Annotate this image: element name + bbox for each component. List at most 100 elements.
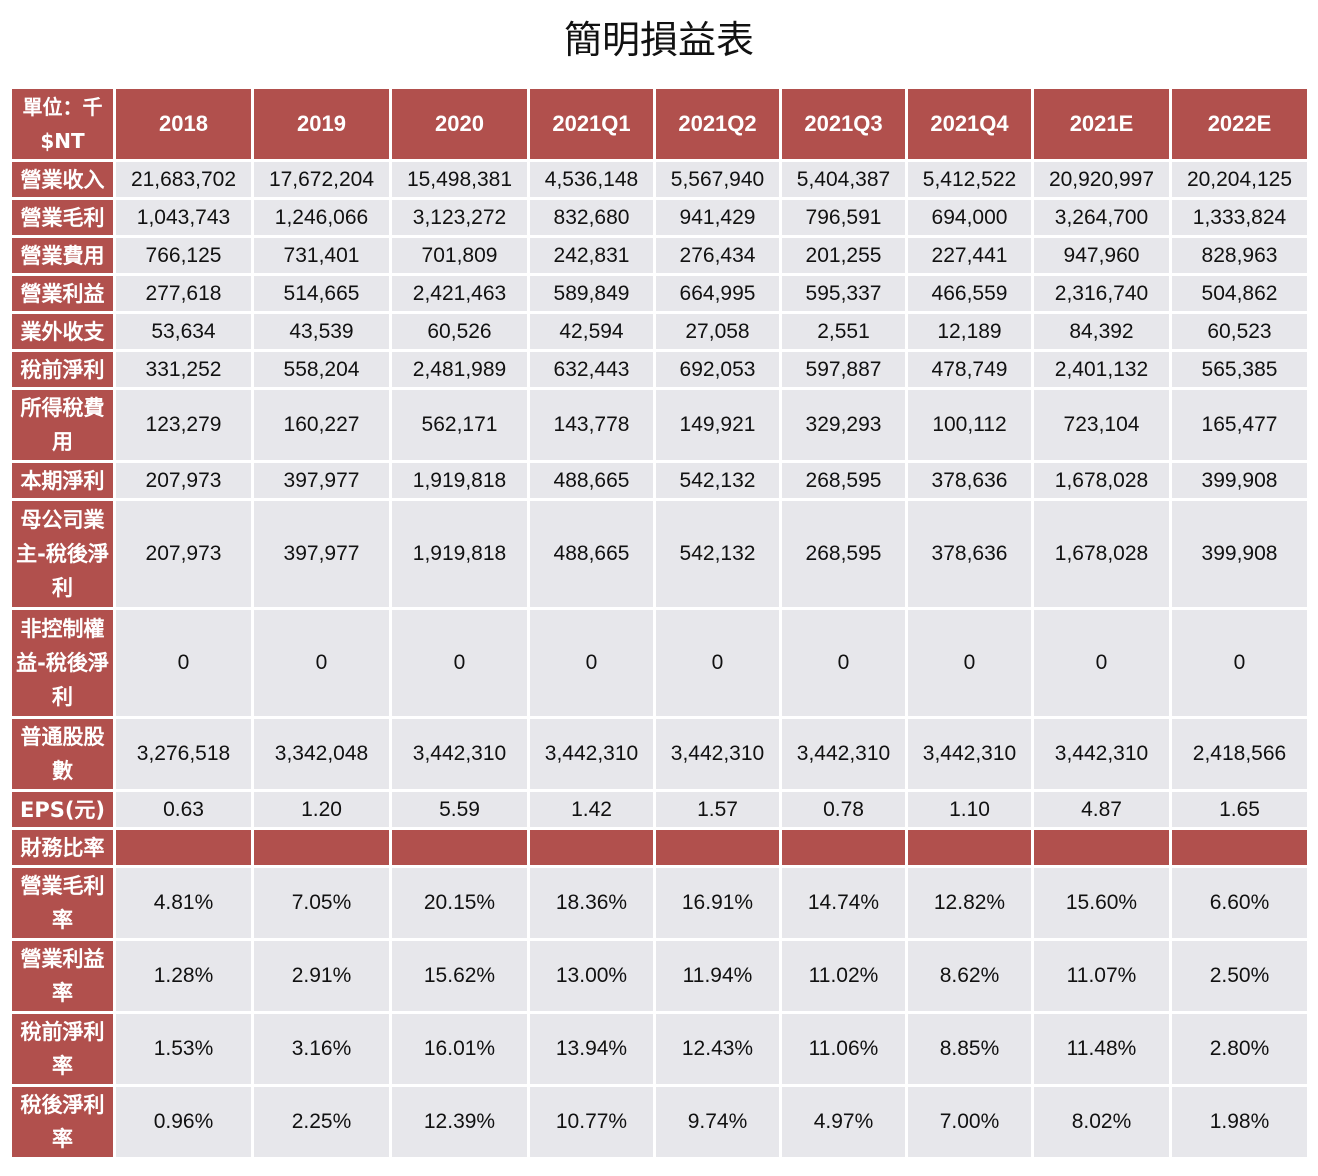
row-label: 營業毛利 [12,200,113,235]
value-cell: 0 [1172,610,1307,716]
value-cell: 2,401,132 [1034,352,1169,387]
value-cell: 2,551 [782,314,905,349]
value-cell: 2,418,566 [1172,719,1307,789]
row-label: 財務比率 [12,830,113,865]
value-cell: 597,887 [782,352,905,387]
section-row: 財務比率 [12,830,1307,865]
value-cell: 1,246,066 [254,200,389,235]
value-cell: 542,132 [656,463,779,498]
value-cell: 2,316,740 [1034,276,1169,311]
row-label: 非控制權益-稅後淨利 [12,610,113,716]
value-cell: 277,618 [116,276,251,311]
value-cell: 149,921 [656,390,779,460]
value-cell: 723,104 [1034,390,1169,460]
value-cell: 2,421,463 [392,276,527,311]
value-cell: 43,539 [254,314,389,349]
value-cell: 5,404,387 [782,162,905,197]
value-cell: 397,977 [254,463,389,498]
value-cell: 1,678,028 [1034,463,1169,498]
column-header: 2021Q1 [530,89,653,159]
section-cell [1172,830,1307,865]
value-cell: 1,043,743 [116,200,251,235]
value-cell: 4.81% [116,868,251,938]
value-cell: 2.50% [1172,941,1307,1011]
column-header: 2019 [254,89,389,159]
table-row: 所得稅費用 123,279 160,227 562,171 143,778 149,921… [12,390,1307,460]
value-cell: 11.94% [656,941,779,1011]
value-cell: 11.07% [1034,941,1169,1011]
table-row: 業外收支 53,634 43,539 60,526 42,594 27,058 2,551 1… [12,314,1307,349]
value-cell: 1.57 [656,792,779,827]
value-cell: 1,919,818 [392,463,527,498]
value-cell: 2.80% [1172,1014,1307,1084]
row-label: 稅前淨利 [12,352,113,387]
row-label: 業外收支 [12,314,113,349]
value-cell: 16.91% [656,868,779,938]
value-cell: 0 [392,610,527,716]
value-cell: 4.97% [782,1087,905,1157]
value-cell: 12.39% [392,1087,527,1157]
value-cell: 10.77% [530,1087,653,1157]
value-cell: 694,000 [908,200,1031,235]
value-cell: 2,481,989 [392,352,527,387]
section-cell [1034,830,1169,865]
table-row: 營業費用 766,125 731,401 701,809 242,831 276,434 2… [12,238,1307,273]
value-cell: 13.94% [530,1014,653,1084]
value-cell: 1.28% [116,941,251,1011]
value-cell: 3,442,310 [908,719,1031,789]
row-label: EPS(元) [12,792,113,827]
table-row: 營業毛利 1,043,743 1,246,066 3,123,272 832,680 94… [12,200,1307,235]
value-cell: 3,123,272 [392,200,527,235]
table-row: 稅前淨利 331,252 558,204 2,481,989 632,443 692,05… [12,352,1307,387]
table-row: EPS(元) 0.63 1.20 5.59 1.42 1.57 0.78 1.10 4.87 1.… [12,792,1307,827]
value-cell: 207,973 [116,463,251,498]
value-cell: 397,977 [254,501,389,607]
value-cell: 18.36% [530,868,653,938]
value-cell: 13.00% [530,941,653,1011]
value-cell: 11.06% [782,1014,905,1084]
value-cell: 268,595 [782,463,905,498]
table-body: 營業收入 21,683,702 17,672,204 15,498,381 4,536,… [12,162,1307,1157]
value-cell: 3,442,310 [1034,719,1169,789]
unit-label: 單位：千$NT [12,89,113,159]
value-cell: 11.02% [782,941,905,1011]
value-cell: 1,333,824 [1172,200,1307,235]
value-cell: 7.00% [908,1087,1031,1157]
row-label: 母公司業主-稅後淨利 [12,501,113,607]
section-cell [782,830,905,865]
value-cell: 84,392 [1034,314,1169,349]
value-cell: 701,809 [392,238,527,273]
column-header: 2022E [1172,89,1307,159]
column-header: 2021E [1034,89,1169,159]
income-statement-table: 單位：千$NT 2018 2019 2020 2021Q1 2021Q2 2021Q3 20… [9,86,1310,1160]
section-cell [908,830,1031,865]
value-cell: 60,523 [1172,314,1307,349]
value-cell: 268,595 [782,501,905,607]
value-cell: 1.53% [116,1014,251,1084]
value-cell: 399,908 [1172,501,1307,607]
value-cell: 100,112 [908,390,1031,460]
section-cell [392,830,527,865]
value-cell: 8.62% [908,941,1031,1011]
section-cell [656,830,779,865]
value-cell: 5,567,940 [656,162,779,197]
value-cell: 514,665 [254,276,389,311]
value-cell: 20,204,125 [1172,162,1307,197]
table-row: 營業利益 277,618 514,665 2,421,463 589,849 664,99… [12,276,1307,311]
value-cell: 664,995 [656,276,779,311]
value-cell: 15.60% [1034,868,1169,938]
value-cell: 3,276,518 [116,719,251,789]
value-cell: 14.74% [782,868,905,938]
value-cell: 12.82% [908,868,1031,938]
value-cell: 0 [656,610,779,716]
value-cell: 8.02% [1034,1087,1169,1157]
value-cell: 504,862 [1172,276,1307,311]
value-cell: 399,908 [1172,463,1307,498]
table-header: 單位：千$NT 2018 2019 2020 2021Q1 2021Q2 2021Q3 20… [12,89,1307,159]
value-cell: 17,672,204 [254,162,389,197]
table-row: 普通股股數 3,276,518 3,342,048 3,442,310 3,442,31… [12,719,1307,789]
value-cell: 12.43% [656,1014,779,1084]
value-cell: 692,053 [656,352,779,387]
value-cell: 0.78 [782,792,905,827]
value-cell: 201,255 [782,238,905,273]
